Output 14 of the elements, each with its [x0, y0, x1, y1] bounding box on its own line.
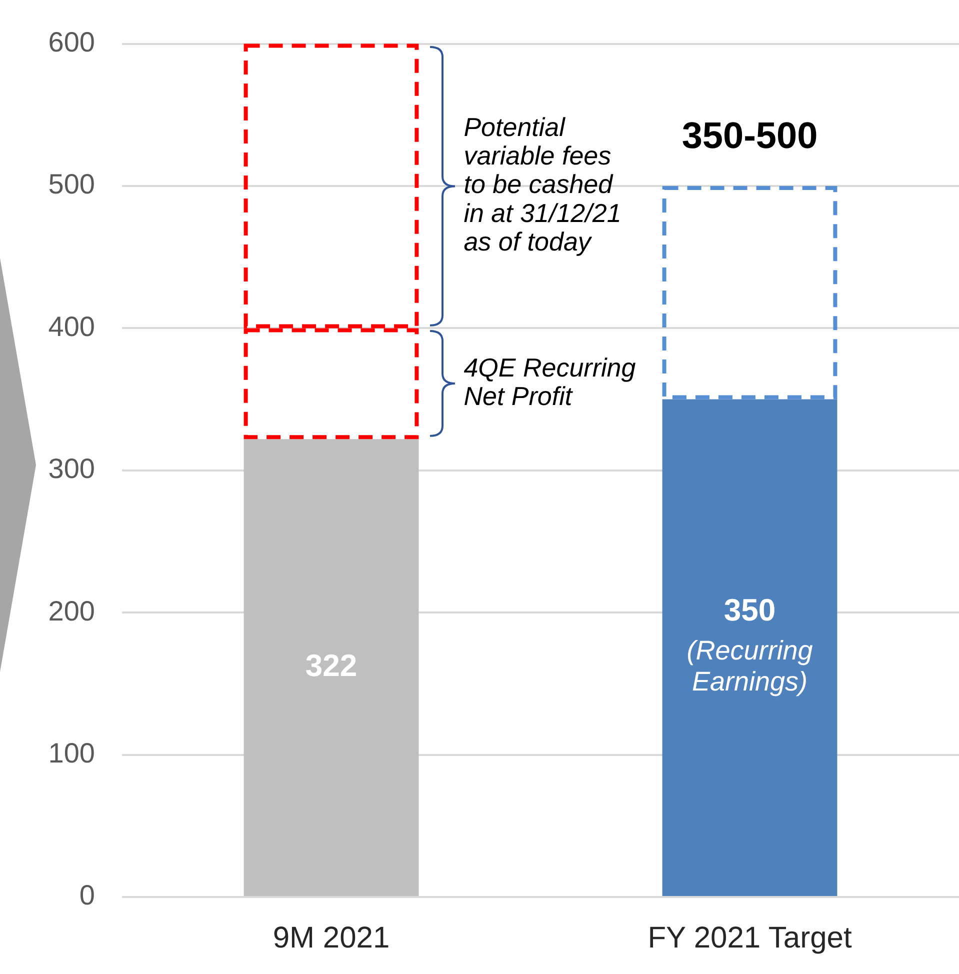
y-tick-label: 0	[79, 880, 95, 911]
annotation: Potential variable fees to be cashed in at 31/12/21 as of today	[464, 112, 622, 257]
y-tick-label: 400	[48, 310, 95, 342]
x-tick-label: FY 2021 Target	[648, 921, 852, 954]
y-tick-label: 100	[48, 738, 95, 769]
y-tick-label: 200	[48, 595, 95, 626]
y-tick-label: 600	[48, 26, 95, 58]
x-tick-label: 9M 2021	[272, 921, 390, 954]
y-tick-label: 500	[48, 168, 95, 200]
y-tick-label: 300	[48, 453, 95, 484]
annotation: 4QE Recurring Net Profit	[464, 352, 636, 412]
data-label: 350 (Recurring Earnings)	[686, 592, 813, 697]
data-label: 322	[305, 648, 358, 684]
total-label: 350-500	[682, 115, 818, 156]
